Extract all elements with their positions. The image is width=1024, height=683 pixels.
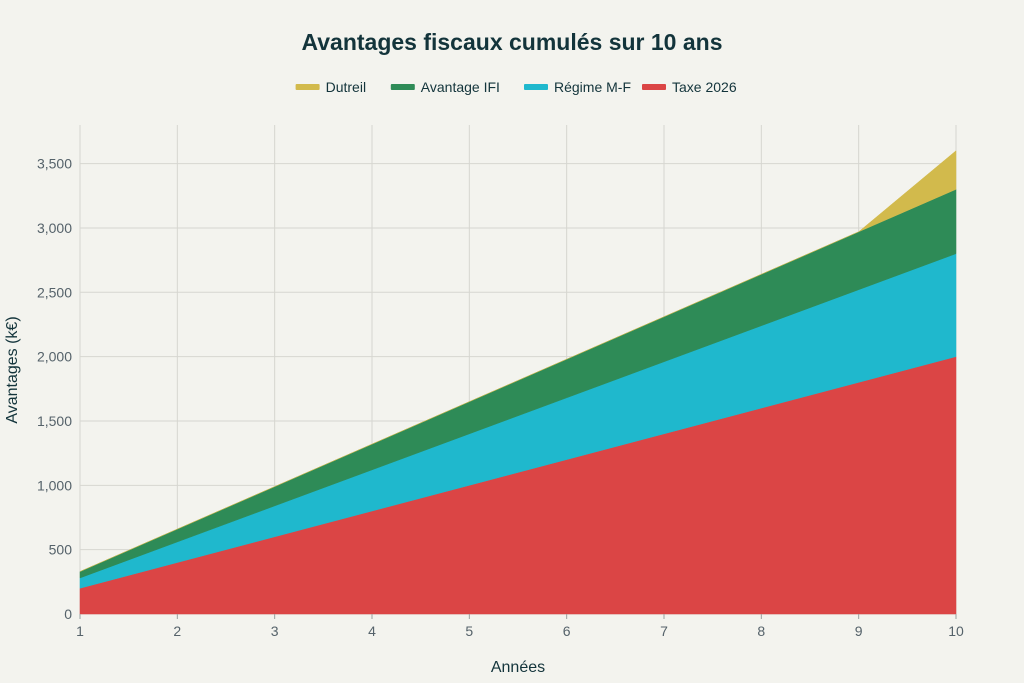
axis-ticks: 1 2 3 4 5 6 7 8 9 10 0 500 1,000 1,500 2,000 2,500 3,000…	[37, 156, 964, 639]
legend-item[interactable]: Régime M-F	[524, 79, 631, 95]
x-tick-label: 9	[855, 623, 863, 639]
x-tick-label: 10	[948, 623, 964, 639]
legend-label: Dutreil	[326, 79, 366, 95]
x-tick-label: 6	[563, 623, 571, 639]
y-tick-label: 2,500	[37, 284, 72, 300]
legend-swatch	[295, 84, 320, 90]
legend-item[interactable]: Avantage IFI	[390, 79, 500, 95]
legend-swatch	[390, 84, 415, 90]
x-tick-label: 8	[757, 623, 765, 639]
y-axis-label: Avantages (k€)	[4, 316, 21, 423]
y-tick-label: 3,000	[37, 220, 72, 236]
legend-item[interactable]: Dutreil	[295, 79, 366, 95]
legend-item[interactable]: Taxe 2026	[642, 79, 737, 95]
x-tick-label: 5	[465, 623, 473, 639]
y-tick-label: 2,000	[37, 349, 72, 365]
legend-label: Avantage IFI	[421, 79, 500, 95]
x-tick-label: 4	[368, 623, 376, 639]
x-axis-label: Années	[491, 659, 545, 676]
legend-label: Taxe 2026	[672, 79, 737, 95]
y-tick-label: 3,500	[37, 156, 72, 172]
chart-title: Avantages fiscaux cumulés sur 10 ans	[301, 29, 722, 55]
y-tick-label: 1,000	[37, 477, 72, 493]
legend-swatch	[524, 84, 548, 90]
legend: Dutreil Avantage IFI Régime M-F Taxe 2026	[295, 79, 737, 95]
x-tick-label: 7	[660, 623, 668, 639]
y-tick-label: 0	[64, 606, 72, 622]
legend-label: Régime M-F	[554, 79, 631, 95]
x-tick-label: 2	[173, 623, 181, 639]
legend-swatch	[642, 84, 666, 90]
y-tick-label: 500	[49, 542, 73, 558]
y-tick-label: 1,500	[37, 413, 72, 429]
x-tick-label: 3	[271, 623, 279, 639]
area-dutreil[interactable]	[79, 150, 957, 572]
plot-area	[79, 150, 957, 615]
x-tick-label: 1	[76, 623, 84, 639]
